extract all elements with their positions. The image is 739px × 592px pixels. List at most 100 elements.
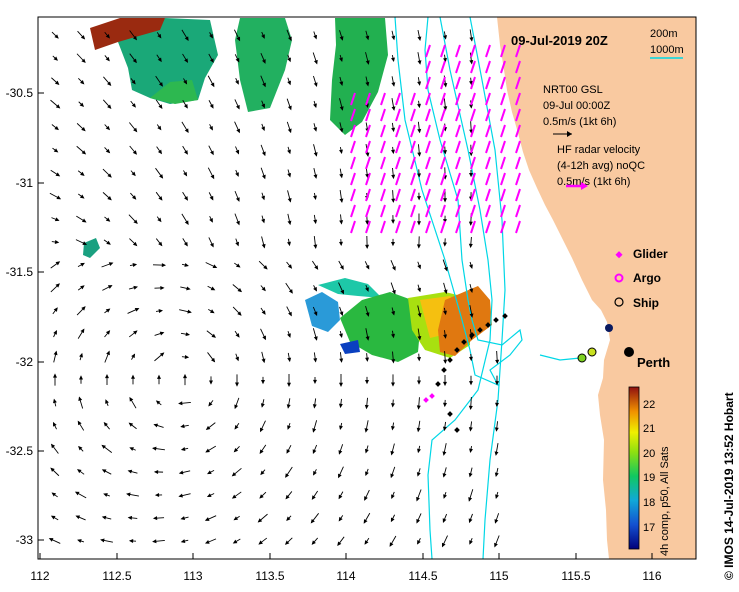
current-arrowhead xyxy=(417,196,421,201)
radar-arrow xyxy=(515,108,521,122)
x-tick-label: 115.5 xyxy=(561,569,590,583)
x-tick-label: 113.5 xyxy=(255,569,284,583)
radar-arrow xyxy=(350,108,356,122)
current-arrowhead xyxy=(209,380,213,385)
current-arrowhead xyxy=(184,58,189,63)
current-arrowhead xyxy=(206,493,212,497)
current-arrowhead xyxy=(391,127,396,133)
current-arrowhead xyxy=(364,404,369,410)
radar-arrow xyxy=(470,124,476,138)
current-arrowhead xyxy=(127,515,133,520)
ship-marker-icon xyxy=(614,297,624,307)
current-arrowhead xyxy=(287,241,291,247)
current-arrowhead xyxy=(107,104,112,109)
current-arrowhead xyxy=(158,196,163,201)
current-arrowhead xyxy=(262,59,266,64)
current-arrowhead xyxy=(339,333,343,338)
current-arrowhead xyxy=(54,80,60,85)
current-arrowhead xyxy=(208,401,213,407)
radar-arrow xyxy=(425,140,431,154)
current-arrowhead xyxy=(469,288,474,293)
current-arrowhead xyxy=(494,427,499,432)
radar-arrow xyxy=(380,172,386,186)
current-arrowhead xyxy=(159,331,165,336)
radar-arrow xyxy=(440,92,446,106)
current-arrowhead xyxy=(339,425,343,431)
current-arrowhead xyxy=(391,106,396,111)
current-arrowhead xyxy=(286,404,291,409)
radar-arrow xyxy=(515,44,521,58)
current-arrowhead xyxy=(365,152,370,157)
current-arrowhead xyxy=(365,60,370,65)
current-arrowhead xyxy=(152,539,157,544)
current-arrowhead xyxy=(157,33,162,39)
model-label-line2: 09-Jul 00:00Z xyxy=(543,100,611,112)
current-arrowhead xyxy=(235,356,239,362)
current-arrowhead xyxy=(260,470,265,476)
current-arrowhead xyxy=(81,127,86,132)
current-arrowhead xyxy=(469,264,473,269)
radar-arrow xyxy=(515,172,521,186)
current-arrowhead xyxy=(259,449,264,455)
current-arrowhead xyxy=(205,448,210,453)
current-arrowhead xyxy=(263,265,268,270)
credit-text: © IMOS 14-Jul-2019 13:52 Hobart xyxy=(722,392,736,580)
x-tick-label: 114.5 xyxy=(408,569,437,583)
current-arrowhead xyxy=(155,400,161,405)
radar-arrow xyxy=(425,124,431,138)
current-arrowhead xyxy=(416,427,421,433)
current-arrowhead xyxy=(339,81,344,86)
radar-arrow xyxy=(485,92,491,106)
radar-arrow xyxy=(395,220,401,234)
current-arrowhead xyxy=(313,219,318,225)
current-arrowhead xyxy=(285,494,290,500)
current-arrowhead xyxy=(364,496,368,501)
radar-arrow xyxy=(395,92,401,106)
current-arrowhead xyxy=(54,34,59,39)
current-arrowhead xyxy=(468,405,473,411)
radar-arrow xyxy=(485,156,491,170)
current-arrowhead xyxy=(133,219,138,225)
current-arrowhead xyxy=(417,380,421,385)
radar-arrow xyxy=(365,124,371,138)
current-arrowhead xyxy=(285,473,290,478)
radar-arrow xyxy=(440,124,446,138)
radar-arrow xyxy=(500,124,506,138)
radar-arrow xyxy=(440,60,446,74)
current-arrowhead xyxy=(157,217,162,223)
radar-arrow xyxy=(440,156,446,170)
radar-arrow xyxy=(350,188,356,202)
current-arrowhead xyxy=(261,286,266,292)
radar-arrow xyxy=(350,140,356,154)
current-arrowhead xyxy=(152,446,157,451)
x-tick-label: 116 xyxy=(642,569,661,583)
radar-arrow xyxy=(365,108,371,122)
radar-arrow xyxy=(425,108,431,122)
current-arrowhead xyxy=(314,265,319,270)
current-arrowhead xyxy=(236,128,240,134)
current-arrowhead xyxy=(80,80,85,85)
current-arrowhead xyxy=(82,241,88,245)
radar-arrow xyxy=(395,124,401,138)
current-arrowhead xyxy=(442,242,447,247)
current-arrowhead xyxy=(390,403,395,408)
current-arrowhead xyxy=(131,171,136,177)
radar-arrow xyxy=(470,108,476,122)
current-arrowhead xyxy=(107,196,112,201)
radar-arrow xyxy=(515,220,521,234)
radar-arrow xyxy=(395,108,401,122)
legend-ship: Ship xyxy=(633,296,659,310)
current-arrowhead xyxy=(442,473,447,478)
current-arrowhead xyxy=(338,494,343,500)
radar-arrow xyxy=(365,188,371,202)
model-current-arrows xyxy=(48,29,500,548)
current-arrowhead xyxy=(209,33,213,39)
current-arrowhead xyxy=(390,517,395,523)
current-arrowhead xyxy=(365,357,370,362)
radar-arrow xyxy=(470,204,476,218)
radar-arrow xyxy=(500,140,506,154)
current-arrowhead xyxy=(469,60,474,65)
current-arrowhead xyxy=(210,242,214,248)
current-arrowhead xyxy=(184,355,190,359)
argo-station xyxy=(587,347,597,357)
